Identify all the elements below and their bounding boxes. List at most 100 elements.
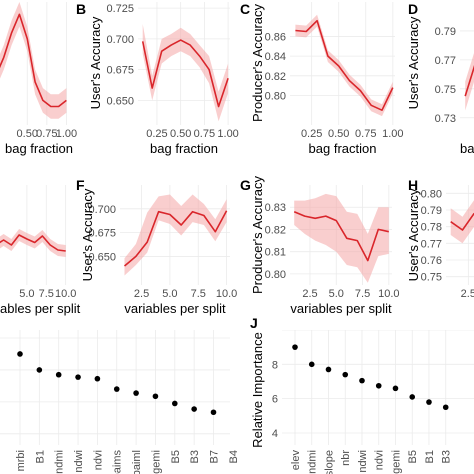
x-tick-label: 10.0 xyxy=(378,288,399,300)
panel-f: 2.5 5.0 7.5 10.0 0.650 0.675 0.700 variables pe… xyxy=(76,177,237,316)
importance-point xyxy=(342,371,349,378)
x-tick-label: 1.00 xyxy=(382,128,403,140)
panel-j: elev ndmi slope nbr ndwi ndvi gemi B5 B1 B3 4 6 8 JRe… xyxy=(250,315,474,474)
x-axis-label: bag fraction xyxy=(5,141,73,156)
x-tick-label: 7.5 xyxy=(191,288,206,300)
y-tick-label: 0.79 xyxy=(421,205,442,217)
x-tick-label: 0.25 xyxy=(301,128,322,140)
series-line xyxy=(123,210,228,267)
y-tick-label: 0.81 xyxy=(265,247,286,259)
importance-point xyxy=(392,385,399,392)
series-line xyxy=(0,234,66,252)
confidence-band xyxy=(0,229,66,257)
importance-point xyxy=(17,351,23,357)
category-label: B3 xyxy=(189,450,201,463)
importance-point xyxy=(210,409,217,416)
y-tick-label: 0.83 xyxy=(265,202,286,214)
panel-letter: H xyxy=(408,177,418,193)
importance-point xyxy=(94,375,101,382)
x-tick-label: 0.25 xyxy=(146,128,167,140)
confidence-band xyxy=(124,194,227,276)
y-tick-label: 0.86 xyxy=(265,31,286,43)
y-tick-label: 6 xyxy=(272,394,278,406)
x-axis-label: bag fraction xyxy=(309,141,377,156)
category-label: B5 xyxy=(407,450,419,463)
y-tick-label: 0.77 xyxy=(421,238,442,250)
importance-point xyxy=(359,377,365,384)
category-label: ndwi xyxy=(357,450,369,473)
importance-point xyxy=(152,393,159,400)
panel-letter: D xyxy=(408,1,418,17)
category-label: baiml xyxy=(131,450,143,474)
y-tick-label: 0.82 xyxy=(265,71,286,83)
importance-point xyxy=(36,367,43,373)
y-tick-label: 0.650 xyxy=(88,251,116,263)
confidence-band xyxy=(294,193,389,283)
confidence-band xyxy=(142,24,229,122)
importance-point xyxy=(409,394,416,400)
category-label: gemi xyxy=(390,450,402,474)
y-axis-label: User's Accuracy xyxy=(88,16,103,109)
x-tick-label: 5.0 xyxy=(329,288,344,300)
category-label: B3 xyxy=(441,450,453,463)
x-axis-label: ables per split xyxy=(0,301,81,316)
importance-point xyxy=(55,371,62,378)
category-label: B1 xyxy=(424,450,436,463)
y-tick-label: 0.675 xyxy=(88,228,116,240)
x-tick-label: 5.0 xyxy=(162,288,177,300)
y-axis-label: Producer's Accuracy xyxy=(250,3,265,122)
y-tick-label: 0.700 xyxy=(106,34,134,46)
importance-point xyxy=(113,386,120,392)
x-tick-label: 1.00 xyxy=(217,128,238,140)
panel-g: 2.5 5.0 7.5 10.0 0.80 0.81 0.82 0.83 variables p… xyxy=(240,175,400,316)
y-tick-label: 0.77 xyxy=(435,55,456,67)
y-tick-label: 0.73 xyxy=(435,113,456,125)
y-tick-label: 8 xyxy=(272,359,278,371)
importance-point xyxy=(442,404,449,411)
x-tick-label: 0.50 xyxy=(170,128,191,140)
y-tick-label: 4 xyxy=(272,428,278,440)
y-axis-label: User's Accuracy xyxy=(406,16,421,109)
category-label: ndmi xyxy=(54,450,66,474)
x-tick-label: 7.5 xyxy=(39,288,54,300)
series-line xyxy=(141,39,229,108)
panel-i: mrbi B1 ndmi ndwi ndvi baims baiml gemi B5 B3 B7 B4 xyxy=(0,330,240,474)
y-tick-label: 0.75 xyxy=(435,84,456,96)
category-label: ndvi xyxy=(374,450,386,470)
category-label: B7 xyxy=(208,450,220,463)
category-label: elev xyxy=(290,450,302,471)
series-line xyxy=(464,64,474,97)
y-tick-label: 0.75 xyxy=(421,272,442,284)
importance-point xyxy=(75,374,81,380)
category-label: slope xyxy=(323,450,335,474)
x-tick-label: 0.50 xyxy=(17,128,38,140)
y-tick-label: 0.650 xyxy=(106,95,134,107)
category-label: B1 xyxy=(34,450,46,463)
series-line xyxy=(295,19,394,111)
category-label: B4 xyxy=(228,450,240,463)
x-tick-label: 10.0 xyxy=(216,288,237,300)
importance-point xyxy=(191,406,197,412)
importance-point xyxy=(171,400,178,407)
importance-point xyxy=(426,399,432,405)
x-tick-label: 0.50 xyxy=(328,128,349,140)
y-tick-label: 0.675 xyxy=(106,65,134,77)
importance-point xyxy=(325,366,332,373)
x-axis-label: ba xyxy=(460,141,474,156)
x-tick-label: 0.75 xyxy=(355,128,376,140)
y-tick-label: 0.76 xyxy=(421,255,442,267)
category-label: ndmi xyxy=(307,450,319,474)
category-label: ndwi xyxy=(73,450,85,473)
panel-c: 0.25 0.50 0.75 1.00 0.80 0.82 0.84 0.86 bag frac… xyxy=(240,1,404,156)
y-tick-label: 0.725 xyxy=(106,3,134,15)
importance-point xyxy=(133,390,139,396)
series-line xyxy=(293,210,389,262)
x-axis-label: variables per split xyxy=(290,301,392,316)
panel-b: 0.25 0.50 0.75 1.00 0.650 0.675 0.700 0.725 bag … xyxy=(76,1,239,156)
series-line xyxy=(450,212,474,231)
category-label: baims xyxy=(112,450,124,474)
x-tick-label: 2.5 xyxy=(302,288,317,300)
